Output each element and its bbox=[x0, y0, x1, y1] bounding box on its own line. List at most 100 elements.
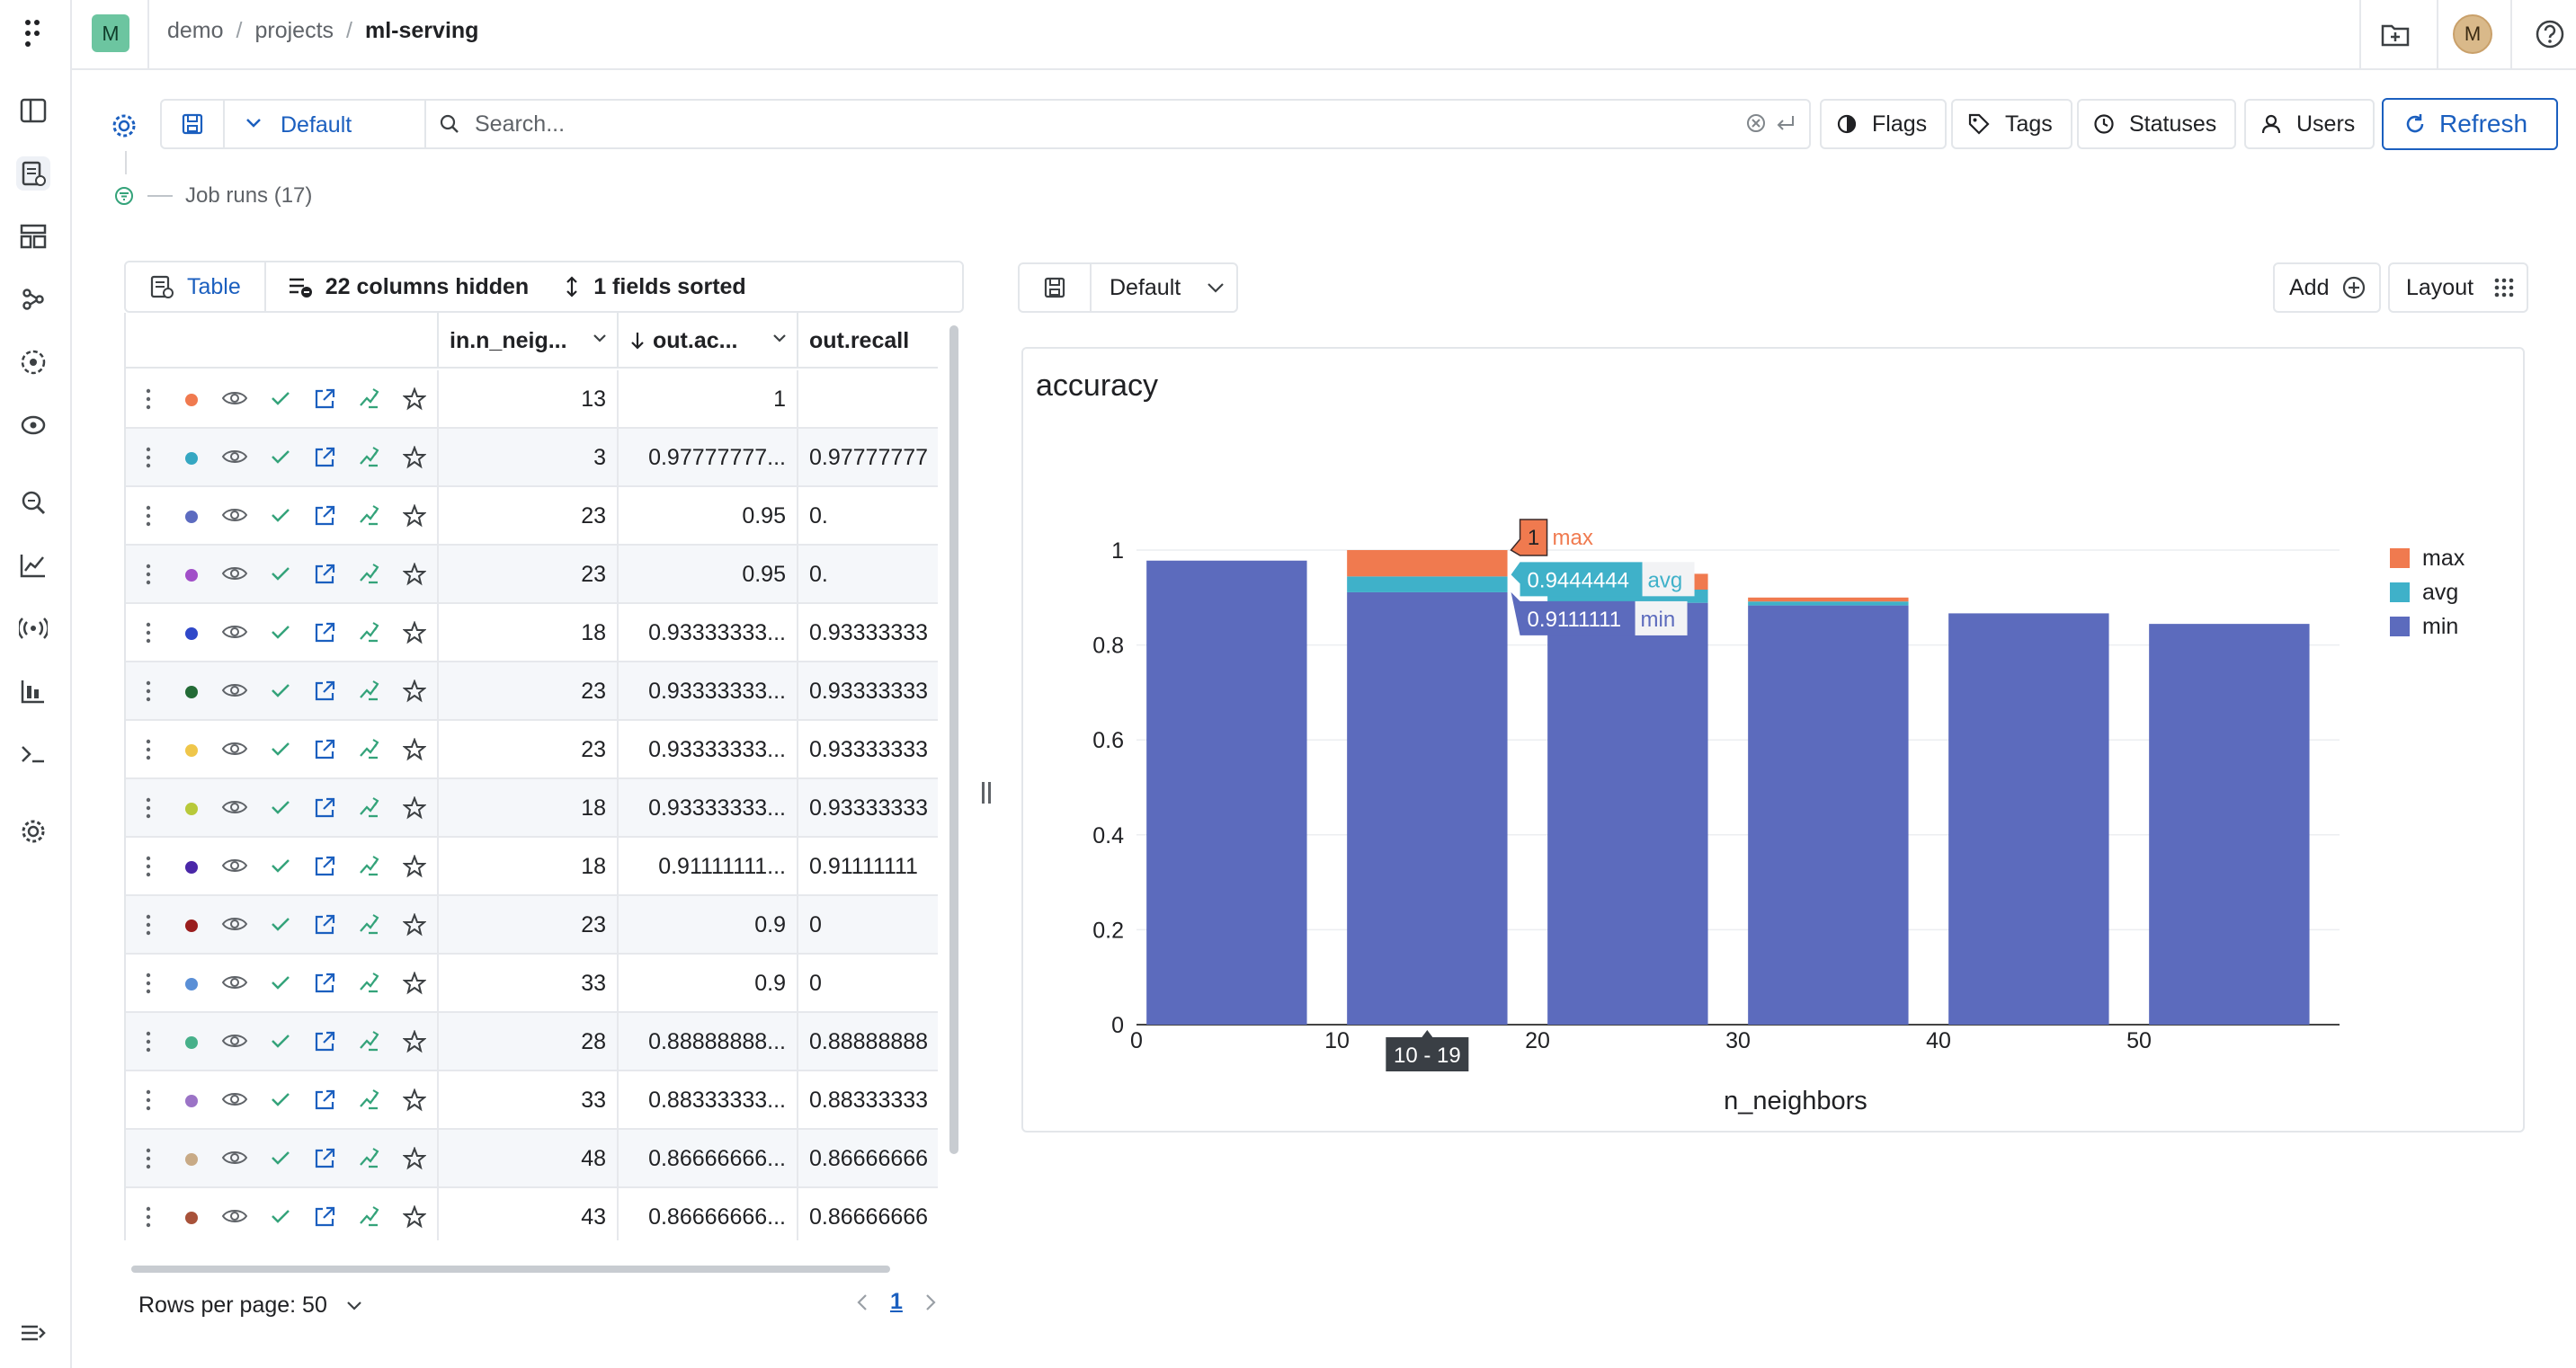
open-external-icon[interactable] bbox=[313, 1205, 336, 1229]
runs-table-icon[interactable] bbox=[16, 156, 50, 191]
drag-handle-icon[interactable] bbox=[144, 680, 153, 703]
status-check-icon[interactable] bbox=[270, 738, 291, 760]
status-check-icon[interactable] bbox=[270, 680, 291, 701]
drag-handle-icon[interactable] bbox=[144, 1088, 153, 1112]
explore-search-icon[interactable] bbox=[16, 485, 50, 520]
open-external-icon[interactable] bbox=[313, 504, 336, 528]
broadcast-icon[interactable] bbox=[16, 611, 50, 645]
statuses-button[interactable]: Statuses bbox=[2077, 99, 2237, 149]
run-color-dot[interactable] bbox=[185, 861, 198, 874]
flags-button[interactable]: Flags bbox=[1820, 99, 1948, 149]
favorite-star-icon[interactable] bbox=[403, 738, 426, 761]
open-external-icon[interactable] bbox=[313, 387, 336, 411]
visibility-eye-icon[interactable] bbox=[221, 621, 248, 643]
open-external-icon[interactable] bbox=[313, 1088, 336, 1112]
chevron-down-icon[interactable] bbox=[771, 333, 788, 343]
favorite-star-icon[interactable] bbox=[403, 680, 426, 703]
compare-runs-icon[interactable] bbox=[358, 446, 381, 469]
drag-handle-icon[interactable] bbox=[144, 796, 153, 820]
visibility-eye-icon[interactable] bbox=[221, 913, 248, 935]
compare-runs-icon[interactable] bbox=[358, 504, 381, 528]
panel-layout-icon[interactable] bbox=[16, 93, 50, 128]
favorite-star-icon[interactable] bbox=[403, 621, 426, 644]
table-row[interactable]: 23 0.95 0. bbox=[126, 487, 938, 546]
visibility-eye-icon[interactable] bbox=[221, 504, 248, 526]
compare-runs-icon[interactable] bbox=[358, 855, 381, 878]
run-color-dot[interactable] bbox=[185, 1036, 198, 1049]
compare-runs-icon[interactable] bbox=[358, 680, 381, 703]
run-color-dot[interactable] bbox=[185, 1095, 198, 1107]
viz-view-selector[interactable]: Default bbox=[1092, 275, 1226, 301]
compare-runs-icon[interactable] bbox=[358, 621, 381, 644]
run-color-dot[interactable] bbox=[185, 744, 198, 757]
group-toggle-icon[interactable] bbox=[113, 185, 135, 207]
status-check-icon[interactable] bbox=[270, 1147, 291, 1168]
table-row[interactable]: 3 0.97777777... 0.97777777 bbox=[126, 429, 938, 487]
favorite-star-icon[interactable] bbox=[403, 796, 426, 820]
open-external-icon[interactable] bbox=[313, 972, 336, 995]
drag-handle-icon[interactable] bbox=[144, 972, 153, 995]
table-row[interactable]: 18 0.93333333... 0.93333333 bbox=[126, 604, 938, 662]
open-external-icon[interactable] bbox=[313, 446, 336, 469]
favorite-star-icon[interactable] bbox=[403, 1147, 426, 1170]
terminal-icon[interactable] bbox=[16, 737, 50, 771]
page-number-current[interactable]: 1 bbox=[890, 1289, 903, 1314]
vertical-scrollbar[interactable] bbox=[949, 325, 958, 1154]
open-external-icon[interactable] bbox=[313, 738, 336, 761]
favorite-star-icon[interactable] bbox=[403, 446, 426, 469]
breadcrumb-item-demo[interactable]: demo bbox=[167, 18, 224, 43]
layout-button[interactable]: Layout bbox=[2388, 262, 2528, 313]
drag-handle-icon[interactable] bbox=[144, 913, 153, 937]
horizontal-scrollbar[interactable] bbox=[131, 1266, 890, 1273]
pipeline-icon[interactable] bbox=[16, 282, 50, 316]
view-selector[interactable]: Default bbox=[225, 101, 426, 147]
table-row[interactable]: 23 0.93333333... 0.93333333 bbox=[126, 662, 938, 721]
compare-runs-icon[interactable] bbox=[358, 387, 381, 411]
metrics-chart-icon[interactable] bbox=[16, 548, 50, 582]
visibility-eye-icon[interactable] bbox=[221, 972, 248, 993]
favorite-star-icon[interactable] bbox=[403, 1030, 426, 1053]
favorite-star-icon[interactable] bbox=[403, 504, 426, 528]
visibility-eye-icon[interactable] bbox=[221, 796, 248, 818]
panel-resize-handle[interactable] bbox=[982, 782, 994, 807]
compare-runs-icon[interactable] bbox=[358, 1030, 381, 1053]
users-button[interactable]: Users bbox=[2244, 99, 2375, 149]
run-color-dot[interactable] bbox=[185, 686, 198, 698]
run-color-dot[interactable] bbox=[185, 627, 198, 640]
accuracy-chart[interactable]: 00.20.40.60.810 10 20 30 40 50n_neighborsmaxa… bbox=[1023, 349, 2527, 1134]
status-check-icon[interactable] bbox=[270, 972, 291, 993]
table-tab[interactable]: Table bbox=[126, 262, 266, 311]
status-check-icon[interactable] bbox=[270, 1088, 291, 1110]
drag-handle-icon[interactable] bbox=[144, 1147, 153, 1170]
favorite-star-icon[interactable] bbox=[403, 1088, 426, 1112]
table-row[interactable]: 33 0.9 0 bbox=[126, 955, 938, 1013]
open-external-icon[interactable] bbox=[313, 563, 336, 586]
status-check-icon[interactable] bbox=[270, 621, 291, 643]
compare-runs-icon[interactable] bbox=[358, 972, 381, 995]
drag-handle-icon[interactable] bbox=[144, 446, 153, 469]
status-check-icon[interactable] bbox=[270, 796, 291, 818]
drag-handle-icon[interactable] bbox=[144, 855, 153, 878]
dashboard-icon[interactable] bbox=[16, 219, 50, 253]
rows-per-page-select[interactable]: Rows per page: 50 bbox=[138, 1292, 363, 1319]
visibility-eye-icon[interactable] bbox=[221, 1088, 248, 1110]
table-row[interactable]: 43 0.86666666... 0.86666666 bbox=[126, 1188, 938, 1240]
run-color-dot[interactable] bbox=[185, 978, 198, 990]
status-check-icon[interactable] bbox=[270, 446, 291, 467]
visibility-eye-icon[interactable] bbox=[221, 855, 248, 876]
compare-runs-icon[interactable] bbox=[358, 1088, 381, 1112]
search-input[interactable] bbox=[475, 111, 1734, 138]
chevron-down-icon[interactable] bbox=[592, 333, 608, 343]
favorite-star-icon[interactable] bbox=[403, 563, 426, 586]
run-color-dot[interactable] bbox=[185, 394, 198, 406]
favorite-star-icon[interactable] bbox=[403, 855, 426, 878]
column-header-recall[interactable]: out.recall bbox=[797, 313, 938, 369]
table-row[interactable]: 23 0.9 0 bbox=[126, 896, 938, 955]
status-check-icon[interactable] bbox=[270, 855, 291, 876]
drag-handle-icon[interactable] bbox=[144, 1030, 153, 1053]
drag-handle-icon[interactable] bbox=[144, 563, 153, 586]
status-check-icon[interactable] bbox=[270, 387, 291, 409]
visibility-eye-icon[interactable] bbox=[221, 680, 248, 701]
visibility-eye-icon[interactable] bbox=[221, 1030, 248, 1052]
run-color-dot[interactable] bbox=[185, 511, 198, 523]
